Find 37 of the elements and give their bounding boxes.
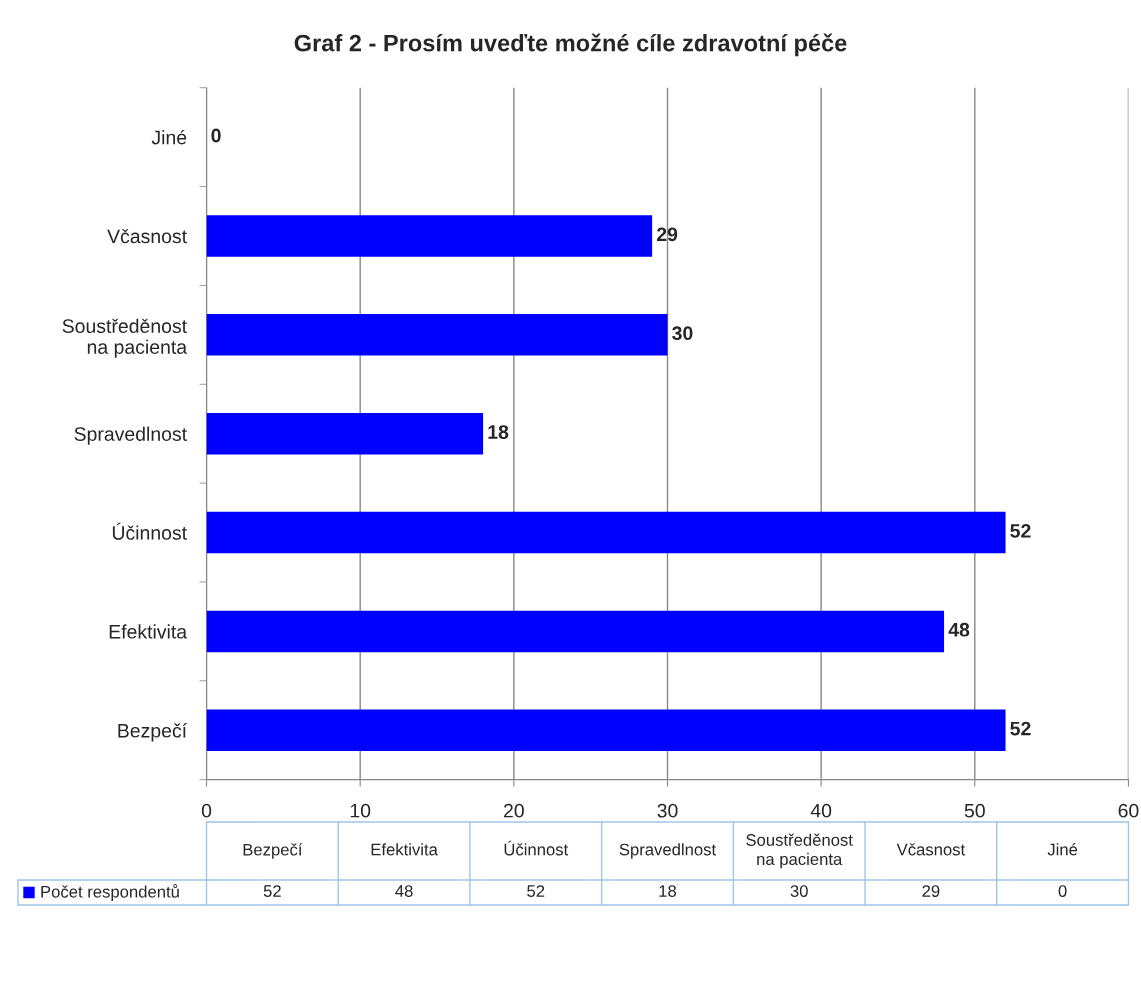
data-label: 18	[488, 425, 509, 439]
data-label: 48	[948, 622, 970, 637]
x-tick-label: 20	[504, 803, 524, 818]
x-tick-label: 0	[201, 803, 212, 818]
category-label: Včasnost	[896, 843, 966, 856]
category-label: Spravedlnost	[619, 843, 717, 859]
x-tick-label: 30	[657, 803, 678, 818]
text: 18	[659, 885, 677, 897]
y-tick-label: Bezpečí	[118, 723, 187, 742]
y-tick-label: Efektivita	[109, 624, 188, 639]
data-label: 52	[1010, 721, 1031, 736]
y-tick-label: Soustředěnost na pacienta	[62, 318, 188, 358]
data-label: 29	[656, 227, 678, 242]
category-label: Účinnost	[504, 840, 569, 856]
category-label: Jiné	[1047, 843, 1078, 856]
data-label: 0	[211, 128, 221, 143]
category-label: Efektivita	[371, 843, 438, 856]
chart-title: Graf 2 - Prosím uveďte možné cíle zdravotní péče	[294, 33, 847, 57]
legend-label: Počet respondentů	[41, 884, 179, 901]
text: 48	[395, 885, 413, 897]
category-label: Bezpečí	[243, 843, 303, 859]
x-tick-label: 40	[810, 803, 832, 818]
x-tick-label: 60	[1118, 803, 1139, 818]
text: 0	[1058, 885, 1067, 897]
text: 52	[263, 885, 281, 897]
y-tick-label: Účinnost	[112, 522, 187, 540]
x-tick-label: 50	[964, 803, 985, 818]
category-label: Soustředěnost na pacienta	[746, 833, 853, 869]
data-label: 52	[1010, 523, 1031, 538]
text: 30	[790, 885, 808, 897]
text: 29	[922, 885, 940, 897]
y-tick-label: Včasnost	[107, 228, 187, 244]
y-tick-label: Jiné	[151, 129, 187, 145]
x-tick-label: 10	[350, 803, 371, 818]
y-tick-label: Spravedlnost	[74, 426, 187, 445]
data-label: 30	[672, 326, 693, 341]
text: 52	[527, 885, 545, 897]
